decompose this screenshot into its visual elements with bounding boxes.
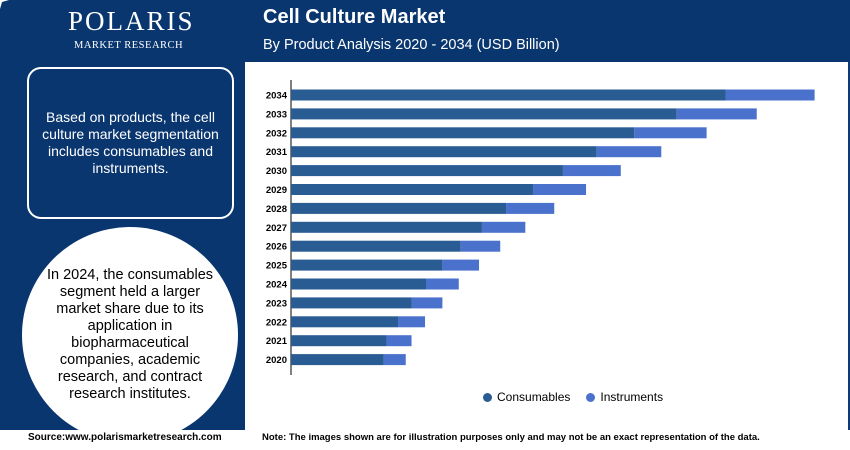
bar-instruments-2030 (562, 165, 621, 177)
disclaimer-note: Note: The images shown are for illustrat… (262, 432, 760, 443)
category-label-2023: 2023 (266, 298, 287, 309)
chart-legend: Consumables Instruments (483, 390, 679, 404)
category-label-2024: 2024 (266, 280, 288, 291)
legend-label-consumables: Consumables (497, 390, 571, 404)
bar-consumables-2021 (291, 335, 387, 347)
category-label-2031: 2031 (266, 147, 288, 158)
market-share-circle: In 2024, the consumables segment held a … (22, 227, 238, 443)
bar-consumables-2034 (291, 89, 726, 101)
category-label-2028: 2028 (266, 204, 287, 215)
category-label-2022: 2022 (266, 317, 287, 328)
bar-consumables-2027 (291, 221, 482, 233)
bar-instruments-2028 (506, 202, 555, 214)
bar-consumables-2023 (291, 297, 412, 309)
bar-consumables-2030 (291, 165, 563, 177)
legend-swatch-instruments (586, 392, 596, 402)
bar-consumables-2024 (291, 278, 426, 290)
header-bar: POLARIS MARKET RESEARCH Cell Culture Mar… (0, 0, 850, 62)
category-label-2021: 2021 (266, 336, 288, 347)
bar-instruments-2025 (442, 259, 480, 271)
legend-item-consumables: Consumables (483, 390, 570, 404)
bar-instruments-2020 (383, 354, 406, 366)
category-label-2033: 2033 (266, 109, 287, 120)
bar-instruments-2033 (676, 108, 757, 120)
chart-title: Cell Culture Market (263, 6, 446, 28)
bar-instruments-2034 (725, 89, 815, 101)
legend-swatch-consumables (483, 392, 492, 402)
bar-instruments-2027 (481, 221, 526, 233)
compass-icon (0, 0, 9, 9)
bar-consumables-2020 (291, 354, 384, 366)
chart-subtitle: By Product Analysis 2020 - 2034 (USD Bil… (263, 37, 560, 53)
category-label-2032: 2032 (266, 128, 287, 139)
bar-consumables-2032 (291, 127, 635, 139)
bar-consumables-2022 (291, 316, 399, 328)
bar-chart: 2034 2033 2032 2031 2030 2029 2028 2027 2026 2025… (266, 80, 815, 375)
bar-consumables-2025 (291, 259, 443, 271)
bar-instruments-2031 (596, 146, 662, 158)
footer (0, 430, 850, 450)
legend-item-instruments: Instruments (586, 390, 663, 404)
segmentation-info-box: Based on products, the cell culture mark… (27, 67, 234, 219)
polaris-logo: POLARIS MARKET RESEARCH (0, 0, 245, 62)
category-label-2025: 2025 (266, 261, 288, 272)
category-label-2029: 2029 (266, 185, 287, 196)
bar-instruments-2024 (426, 278, 459, 290)
legend-label-instruments: Instruments (600, 390, 664, 404)
category-label-2027: 2027 (266, 223, 287, 234)
bar-consumables-2031 (291, 146, 597, 158)
market-share-text: In 2024, the consumables segment held a … (46, 267, 214, 402)
category-label-2020: 2020 (266, 355, 287, 366)
logo-title: POLARIS (68, 6, 195, 36)
bar-instruments-2021 (386, 335, 412, 347)
bar-instruments-2029 (533, 184, 587, 195)
category-label-2034: 2034 (266, 91, 288, 102)
source-text: Source:www.polarismarketresearch.com (28, 432, 222, 443)
bar-consumables-2029 (291, 184, 534, 195)
logo-subtitle: MARKET RESEARCH (74, 40, 184, 51)
bar-consumables-2033 (291, 108, 677, 120)
category-label-2026: 2026 (266, 242, 287, 253)
category-label-2030: 2030 (266, 166, 287, 177)
bar-instruments-2026 (460, 240, 501, 252)
bar-consumables-2028 (291, 202, 507, 214)
bar-instruments-2022 (398, 316, 426, 328)
bar-consumables-2026 (291, 240, 461, 252)
bar-instruments-2032 (634, 127, 707, 139)
segmentation-info-text: Based on products, the cell culture mark… (42, 109, 219, 176)
bar-instruments-2023 (411, 297, 443, 309)
